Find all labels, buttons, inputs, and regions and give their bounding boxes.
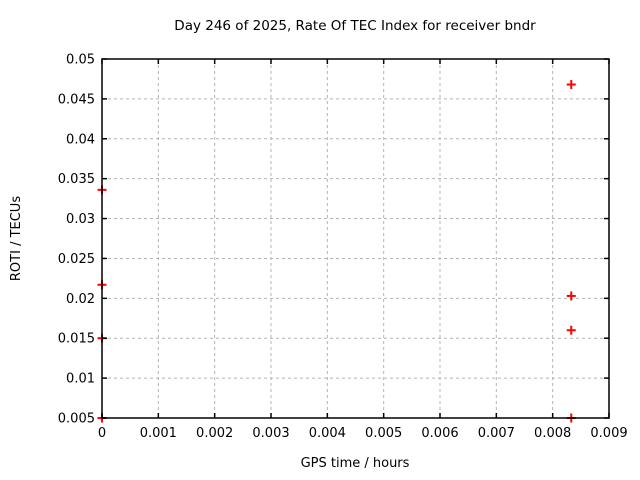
x-tick-label: 0.006 <box>421 426 458 441</box>
y-tick-label: 0.045 <box>58 92 95 107</box>
plot-border-and-ticks <box>101 58 610 419</box>
data-point-marker <box>566 80 576 90</box>
x-tick-label: 0.003 <box>252 426 289 441</box>
x-tick-label: 0.009 <box>590 426 627 441</box>
chart-title: Day 246 of 2025, Rate Of TEC Index for r… <box>174 18 536 34</box>
y-tick-label: 0.025 <box>58 252 95 267</box>
x-axis-label: GPS time / hours <box>301 456 410 471</box>
plot-border <box>101 58 610 419</box>
x-tick-label: 0.002 <box>196 426 233 441</box>
x-tick-label: 0.004 <box>309 426 346 441</box>
x-tick-label: 0 <box>98 426 106 441</box>
x-tick-label: 0.007 <box>478 426 515 441</box>
x-tick-label: 0.001 <box>140 426 177 441</box>
y-tick-label: 0.015 <box>58 332 95 347</box>
y-tick-label: 0.05 <box>66 53 95 68</box>
y-tick-label: 0.01 <box>66 372 95 387</box>
data-point-marker <box>566 291 576 301</box>
grid-lines <box>101 58 610 419</box>
data-points <box>97 80 576 423</box>
y-axis-label: ROTI / TECUs <box>9 196 24 281</box>
y-tick-label: 0.03 <box>66 212 95 227</box>
data-point-marker <box>566 325 576 335</box>
y-tick-label: 0.005 <box>58 412 95 427</box>
x-tick-label: 0.005 <box>365 426 402 441</box>
tick-labels: 0 0.001 0.002 0.003 0.004 0.005 0.006 0.007 0.00… <box>58 53 628 442</box>
y-tick-label: 0.04 <box>66 132 95 147</box>
y-tick-label: 0.035 <box>58 172 95 187</box>
y-tick-label: 0.02 <box>66 292 95 307</box>
x-tick-label: 0.008 <box>534 426 571 441</box>
